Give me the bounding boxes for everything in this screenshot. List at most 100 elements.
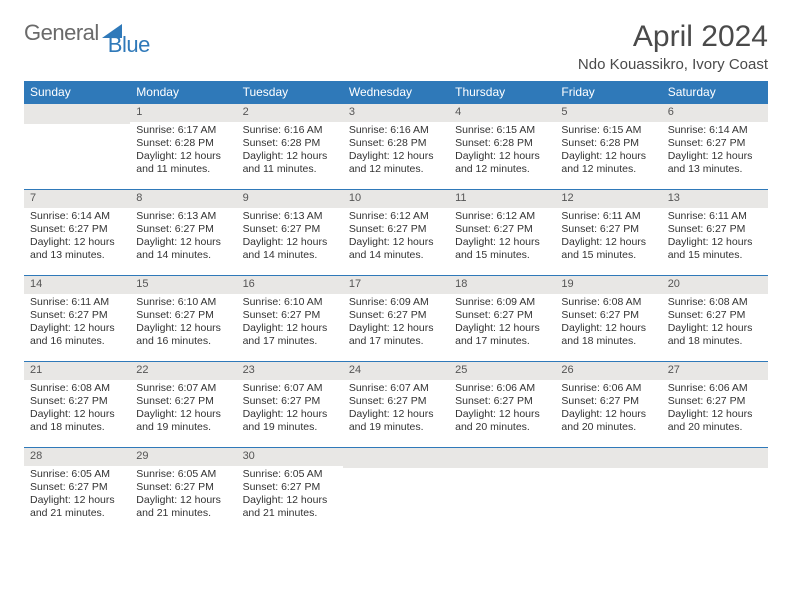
sunrise-line: Sunrise: 6:09 AM: [455, 296, 549, 309]
daylight-line: Daylight: 12 hours and 21 minutes.: [243, 494, 337, 520]
day-number: 18: [449, 275, 555, 294]
day-details: Sunrise: 6:08 AMSunset: 6:27 PMDaylight:…: [24, 380, 130, 439]
daylight-line: Daylight: 12 hours and 21 minutes.: [136, 494, 230, 520]
day-number: 24: [343, 361, 449, 380]
calendar-cell: 10Sunrise: 6:12 AMSunset: 6:27 PMDayligh…: [343, 189, 449, 275]
calendar-cell: 15Sunrise: 6:10 AMSunset: 6:27 PMDayligh…: [130, 275, 236, 361]
day-details: Sunrise: 6:05 AMSunset: 6:27 PMDaylight:…: [24, 466, 130, 525]
calendar-row: 7Sunrise: 6:14 AMSunset: 6:27 PMDaylight…: [24, 189, 768, 275]
calendar-cell: 7Sunrise: 6:14 AMSunset: 6:27 PMDaylight…: [24, 189, 130, 275]
daylight-line: Daylight: 12 hours and 16 minutes.: [136, 322, 230, 348]
day-number: 11: [449, 189, 555, 208]
daylight-line: Daylight: 12 hours and 21 minutes.: [30, 494, 124, 520]
day-details: Sunrise: 6:08 AMSunset: 6:27 PMDaylight:…: [555, 294, 661, 353]
sunset-line: Sunset: 6:27 PM: [561, 223, 655, 236]
day-number: 5: [555, 103, 661, 122]
sunset-line: Sunset: 6:27 PM: [668, 137, 762, 150]
day-number: 25: [449, 361, 555, 380]
day-details: Sunrise: 6:08 AMSunset: 6:27 PMDaylight:…: [662, 294, 768, 353]
day-details: Sunrise: 6:07 AMSunset: 6:27 PMDaylight:…: [343, 380, 449, 439]
daylight-line: Daylight: 12 hours and 15 minutes.: [668, 236, 762, 262]
calendar-cell: [555, 447, 661, 533]
calendar-cell: 24Sunrise: 6:07 AMSunset: 6:27 PMDayligh…: [343, 361, 449, 447]
calendar-cell: [449, 447, 555, 533]
sunrise-line: Sunrise: 6:16 AM: [243, 124, 337, 137]
day-header-row: SundayMondayTuesdayWednesdayThursdayFrid…: [24, 81, 768, 103]
sunset-line: Sunset: 6:28 PM: [349, 137, 443, 150]
calendar-cell: 23Sunrise: 6:07 AMSunset: 6:27 PMDayligh…: [237, 361, 343, 447]
sunset-line: Sunset: 6:27 PM: [243, 309, 337, 322]
page-title: April 2024: [578, 20, 768, 54]
day-details: Sunrise: 6:09 AMSunset: 6:27 PMDaylight:…: [449, 294, 555, 353]
day-number: 23: [237, 361, 343, 380]
day-details: Sunrise: 6:11 AMSunset: 6:27 PMDaylight:…: [662, 208, 768, 267]
daylight-line: Daylight: 12 hours and 12 minutes.: [455, 150, 549, 176]
sunset-line: Sunset: 6:27 PM: [136, 395, 230, 408]
day-number: 13: [662, 189, 768, 208]
daylight-line: Daylight: 12 hours and 16 minutes.: [30, 322, 124, 348]
logo-text-general: General: [24, 20, 99, 46]
sunset-line: Sunset: 6:27 PM: [30, 309, 124, 322]
sunrise-line: Sunrise: 6:11 AM: [30, 296, 124, 309]
calendar-body: 1Sunrise: 6:17 AMSunset: 6:28 PMDaylight…: [24, 103, 768, 533]
calendar-cell: 29Sunrise: 6:05 AMSunset: 6:27 PMDayligh…: [130, 447, 236, 533]
empty-daynum: [662, 447, 768, 468]
day-details: Sunrise: 6:05 AMSunset: 6:27 PMDaylight:…: [237, 466, 343, 525]
day-details: Sunrise: 6:10 AMSunset: 6:27 PMDaylight:…: [237, 294, 343, 353]
daylight-line: Daylight: 12 hours and 17 minutes.: [455, 322, 549, 348]
day-details: Sunrise: 6:05 AMSunset: 6:27 PMDaylight:…: [130, 466, 236, 525]
sunrise-line: Sunrise: 6:07 AM: [243, 382, 337, 395]
day-details: Sunrise: 6:15 AMSunset: 6:28 PMDaylight:…: [555, 122, 661, 181]
day-details: Sunrise: 6:09 AMSunset: 6:27 PMDaylight:…: [343, 294, 449, 353]
location-text: Ndo Kouassikro, Ivory Coast: [578, 56, 768, 73]
day-header-thursday: Thursday: [449, 81, 555, 103]
day-number: 20: [662, 275, 768, 294]
day-details: Sunrise: 6:16 AMSunset: 6:28 PMDaylight:…: [237, 122, 343, 181]
daylight-line: Daylight: 12 hours and 19 minutes.: [349, 408, 443, 434]
calendar-cell: [662, 447, 768, 533]
day-number: 4: [449, 103, 555, 122]
day-number: 10: [343, 189, 449, 208]
day-number: 19: [555, 275, 661, 294]
day-number: 3: [343, 103, 449, 122]
sunrise-line: Sunrise: 6:05 AM: [136, 468, 230, 481]
calendar-cell: 22Sunrise: 6:07 AMSunset: 6:27 PMDayligh…: [130, 361, 236, 447]
empty-daynum: [449, 447, 555, 468]
daylight-line: Daylight: 12 hours and 12 minutes.: [561, 150, 655, 176]
day-details: Sunrise: 6:13 AMSunset: 6:27 PMDaylight:…: [130, 208, 236, 267]
calendar-cell: 16Sunrise: 6:10 AMSunset: 6:27 PMDayligh…: [237, 275, 343, 361]
calendar-cell: 19Sunrise: 6:08 AMSunset: 6:27 PMDayligh…: [555, 275, 661, 361]
sunrise-line: Sunrise: 6:12 AM: [349, 210, 443, 223]
day-number: 6: [662, 103, 768, 122]
day-details: Sunrise: 6:16 AMSunset: 6:28 PMDaylight:…: [343, 122, 449, 181]
daylight-line: Daylight: 12 hours and 11 minutes.: [243, 150, 337, 176]
sunrise-line: Sunrise: 6:07 AM: [136, 382, 230, 395]
calendar-cell: 8Sunrise: 6:13 AMSunset: 6:27 PMDaylight…: [130, 189, 236, 275]
sunrise-line: Sunrise: 6:15 AM: [561, 124, 655, 137]
day-number: 26: [555, 361, 661, 380]
day-header-tuesday: Tuesday: [237, 81, 343, 103]
sunrise-line: Sunrise: 6:08 AM: [30, 382, 124, 395]
calendar-cell: 14Sunrise: 6:11 AMSunset: 6:27 PMDayligh…: [24, 275, 130, 361]
daylight-line: Daylight: 12 hours and 18 minutes.: [668, 322, 762, 348]
empty-daynum: [555, 447, 661, 468]
sunset-line: Sunset: 6:27 PM: [561, 395, 655, 408]
day-number: 29: [130, 447, 236, 466]
sunrise-line: Sunrise: 6:15 AM: [455, 124, 549, 137]
sunset-line: Sunset: 6:27 PM: [136, 481, 230, 494]
sunrise-line: Sunrise: 6:10 AM: [136, 296, 230, 309]
calendar-cell: 30Sunrise: 6:05 AMSunset: 6:27 PMDayligh…: [237, 447, 343, 533]
sunset-line: Sunset: 6:27 PM: [561, 309, 655, 322]
sunset-line: Sunset: 6:27 PM: [136, 223, 230, 236]
day-details: Sunrise: 6:14 AMSunset: 6:27 PMDaylight:…: [662, 122, 768, 181]
day-header-sunday: Sunday: [24, 81, 130, 103]
daylight-line: Daylight: 12 hours and 15 minutes.: [455, 236, 549, 262]
sunset-line: Sunset: 6:27 PM: [243, 223, 337, 236]
day-number: 12: [555, 189, 661, 208]
sunset-line: Sunset: 6:27 PM: [455, 309, 549, 322]
calendar-cell: 3Sunrise: 6:16 AMSunset: 6:28 PMDaylight…: [343, 103, 449, 189]
logo: General Blue: [24, 20, 150, 46]
calendar-cell: 18Sunrise: 6:09 AMSunset: 6:27 PMDayligh…: [449, 275, 555, 361]
sunset-line: Sunset: 6:27 PM: [30, 223, 124, 236]
calendar-cell: 11Sunrise: 6:12 AMSunset: 6:27 PMDayligh…: [449, 189, 555, 275]
